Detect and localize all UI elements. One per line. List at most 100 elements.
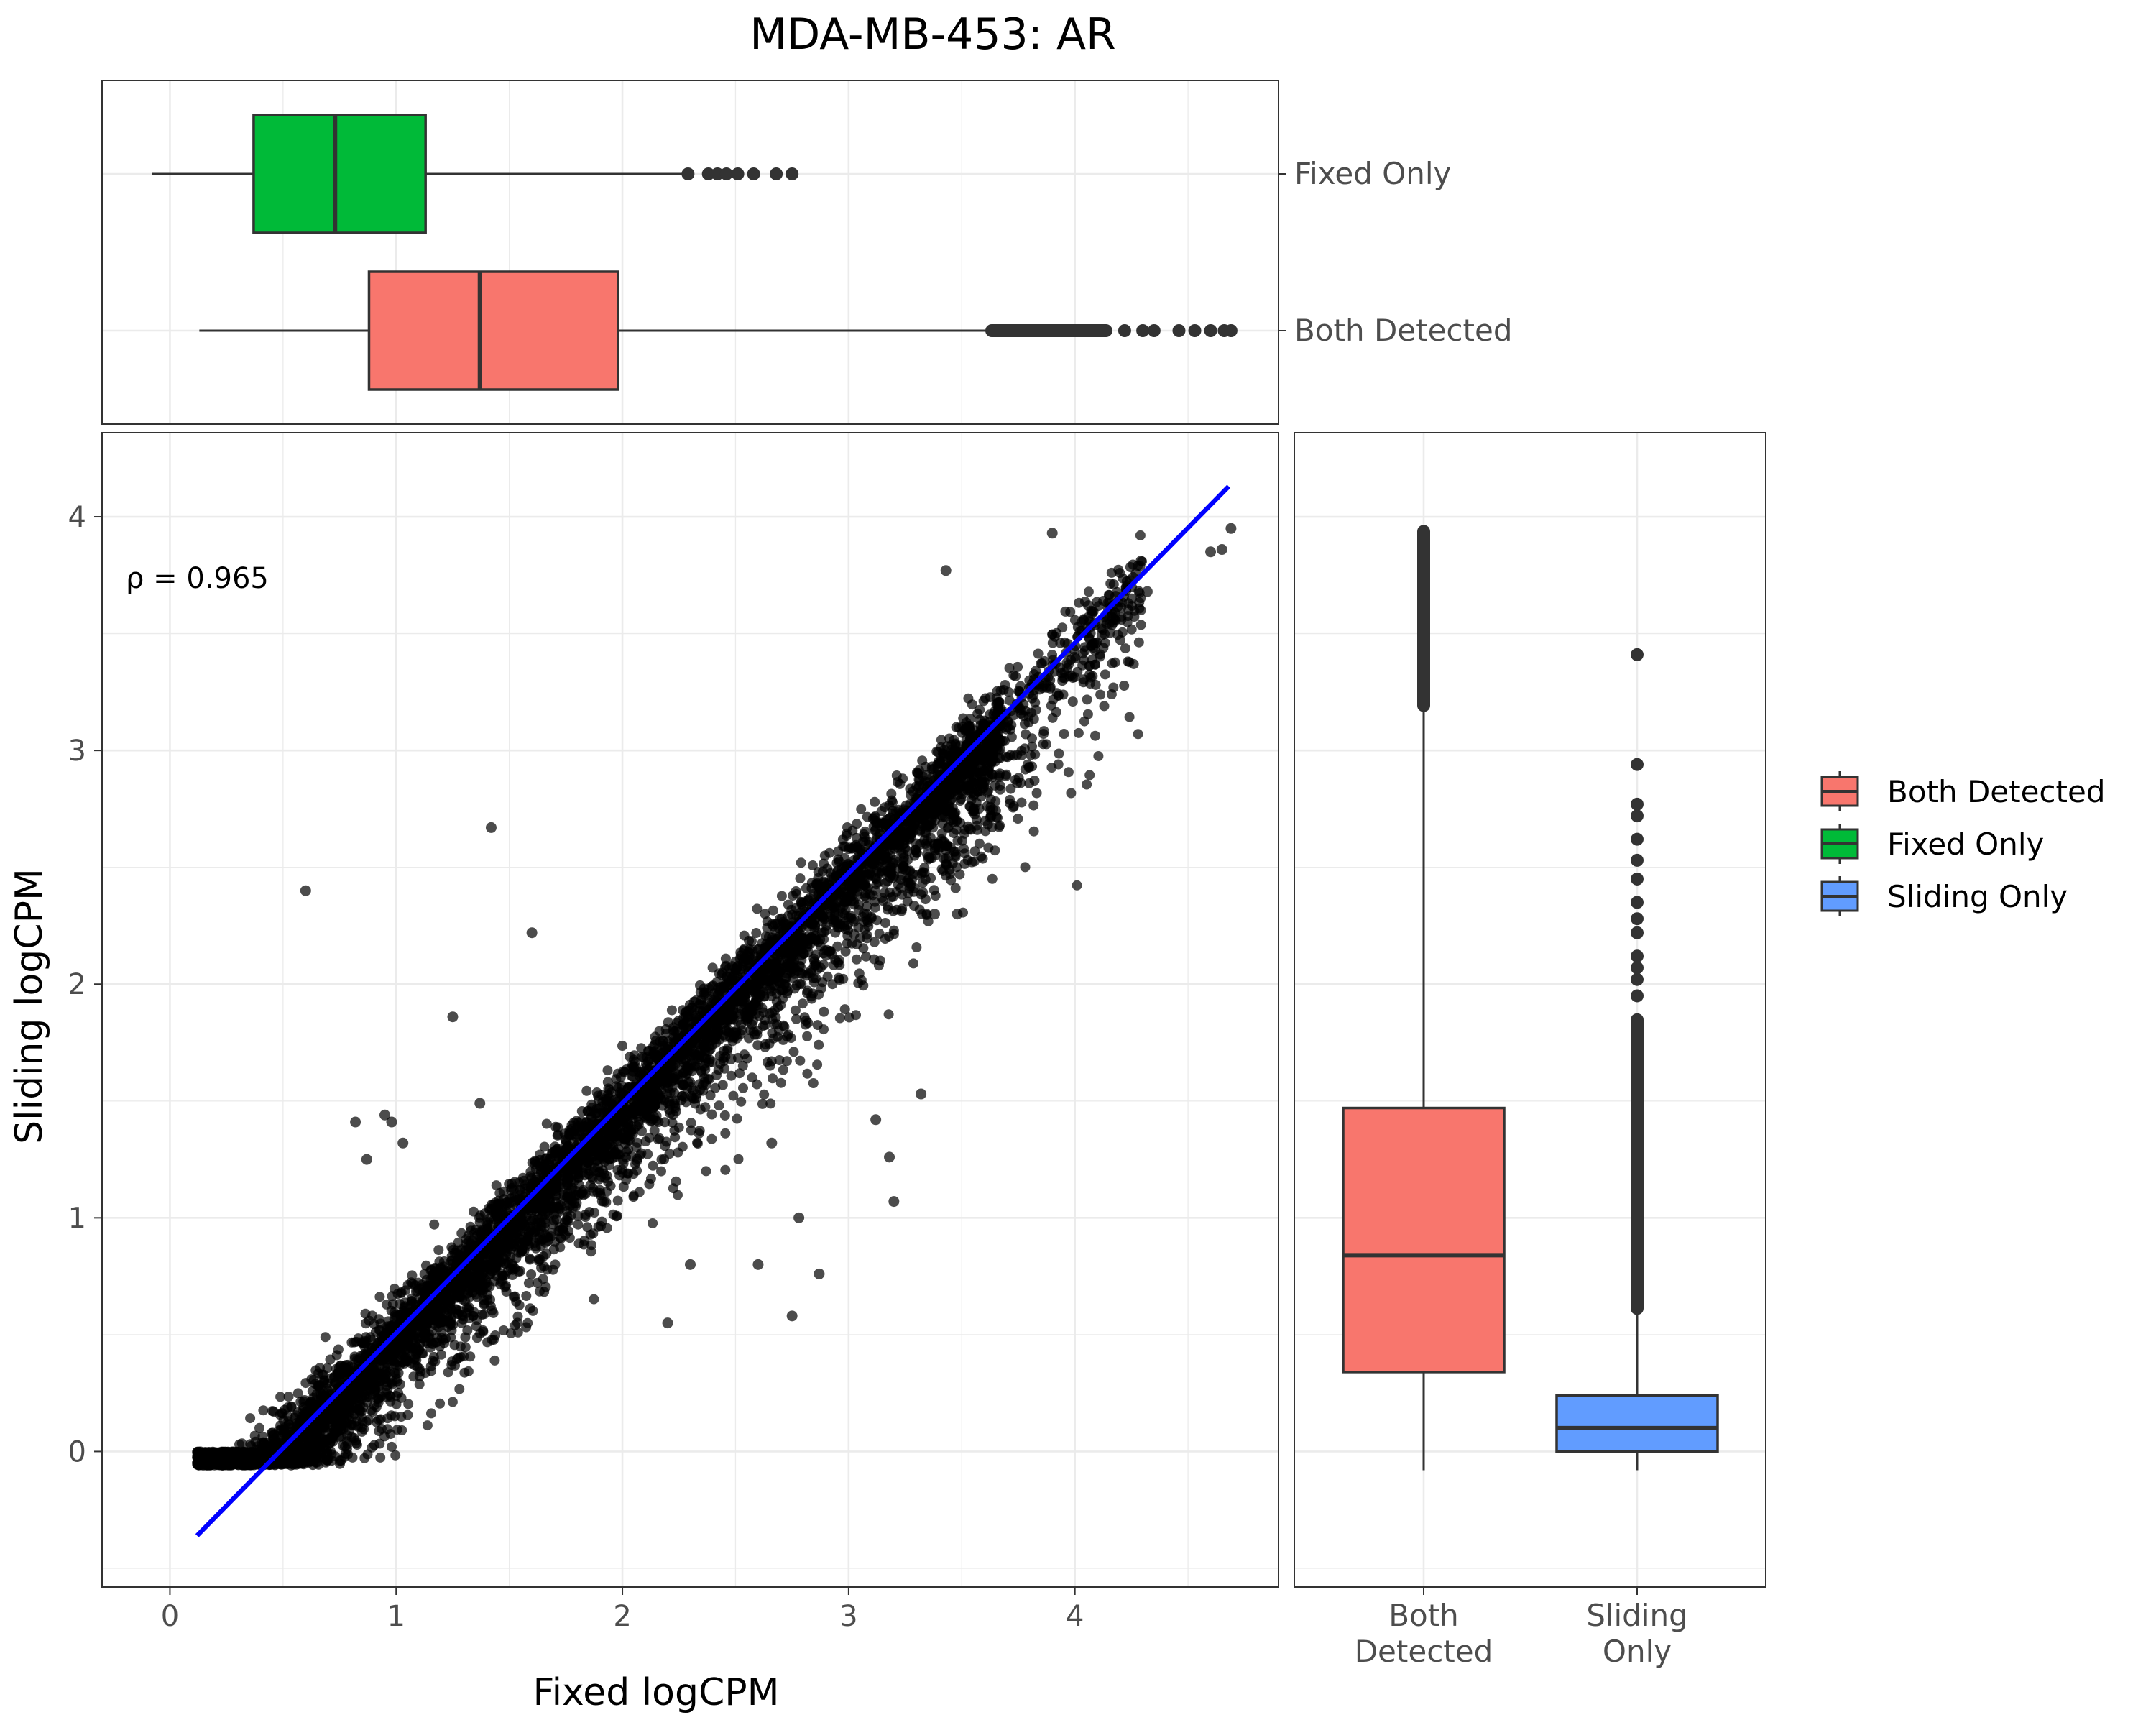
data-point: [1004, 663, 1015, 673]
data-point: [951, 722, 962, 732]
data-point: [719, 1063, 730, 1074]
data-point: [736, 1096, 747, 1107]
data-point: [245, 1413, 256, 1424]
data-point: [1082, 709, 1093, 719]
data-point: [459, 1367, 470, 1378]
data-point: [764, 1038, 775, 1049]
data-point: [597, 1165, 608, 1176]
data-point: [759, 1089, 770, 1100]
data-point: [1084, 770, 1095, 781]
data-point: [1028, 800, 1039, 811]
data-point: [600, 1173, 611, 1183]
data-point: [732, 1113, 742, 1124]
data-point: [292, 1388, 303, 1399]
data-point: [634, 1187, 645, 1197]
data-point: [670, 1132, 681, 1143]
data-point: [414, 1379, 425, 1389]
data-point: [1027, 741, 1038, 752]
data-point: [1133, 586, 1144, 597]
data-point: [839, 1004, 850, 1015]
data-point: [783, 899, 793, 910]
data-point: [541, 1118, 552, 1129]
data-point: [1126, 624, 1137, 635]
data-point: [1117, 627, 1128, 638]
data-point: [1073, 727, 1084, 738]
data-point: [776, 891, 787, 901]
data-point: [995, 784, 1005, 795]
data-point: [602, 1077, 613, 1087]
data-point: [525, 1253, 535, 1264]
data-point: [479, 1309, 489, 1320]
data-point: [546, 1228, 557, 1238]
data-point: [832, 941, 843, 952]
data-point: [456, 1228, 467, 1238]
data-point: [249, 1430, 260, 1441]
data-point: [677, 1141, 688, 1152]
data-point: [526, 1269, 537, 1279]
data-point: [786, 1033, 796, 1044]
data-point: [1099, 701, 1110, 712]
data-point: [908, 958, 918, 969]
outlier-point: [731, 167, 745, 180]
data-point: [276, 1424, 286, 1435]
data-point: [1119, 681, 1130, 691]
data-point: [422, 1420, 433, 1431]
data-point: [880, 918, 890, 928]
data-point: [720, 953, 731, 964]
data-point: [1100, 669, 1110, 680]
data-point: [1107, 658, 1118, 669]
outlier-point: [1204, 324, 1217, 337]
outlier-point: [681, 167, 695, 180]
data-point: [525, 1303, 535, 1314]
data-point: [454, 1384, 465, 1394]
outlier-point: [1147, 324, 1161, 337]
data-point: [391, 1399, 402, 1409]
data-point: [891, 770, 902, 781]
data-point: [456, 1318, 467, 1328]
data-point: [374, 1292, 385, 1302]
data-point: [395, 1379, 405, 1389]
data-point: [521, 1291, 532, 1301]
data-point: [408, 1371, 419, 1382]
data-point: [455, 1352, 466, 1363]
data-point: [335, 1458, 345, 1469]
data-point: [403, 1399, 414, 1409]
data-point: [795, 873, 806, 884]
data-point: [728, 1090, 739, 1101]
data-point: [1054, 748, 1064, 759]
data-point: [532, 1277, 543, 1288]
data-point: [1010, 671, 1021, 681]
data-point: [950, 883, 961, 893]
data-point: [1067, 696, 1078, 707]
data-point: [515, 1266, 525, 1276]
top-category-label: Fixed Only: [1294, 156, 1451, 191]
outlier-point: [786, 167, 799, 180]
data-point: [768, 905, 778, 916]
data-point: [788, 1046, 799, 1057]
outlier-point: [701, 167, 715, 180]
data-point: [806, 991, 816, 1002]
data-point: [434, 1256, 445, 1267]
data-point: [955, 817, 966, 828]
data-point: [967, 699, 977, 710]
outlier-point: [1224, 324, 1238, 337]
data-point: [790, 1005, 801, 1016]
data-point: [778, 1064, 788, 1075]
data-point: [407, 1270, 418, 1281]
data-point: [819, 1006, 829, 1017]
data-point: [491, 1180, 502, 1191]
data-point: [534, 1286, 545, 1297]
data-point: [883, 1009, 894, 1020]
data-point: [711, 1070, 722, 1080]
data-point: [802, 1031, 813, 1041]
data-point: [1135, 530, 1146, 540]
data-point: [992, 812, 1003, 823]
data-point: [484, 1203, 494, 1214]
data-point: [387, 1441, 397, 1452]
data-point: [738, 1082, 748, 1093]
data-point: [1053, 759, 1064, 770]
data-point: [426, 1408, 436, 1419]
data-point: [573, 1210, 584, 1221]
data-point: [415, 1366, 426, 1377]
